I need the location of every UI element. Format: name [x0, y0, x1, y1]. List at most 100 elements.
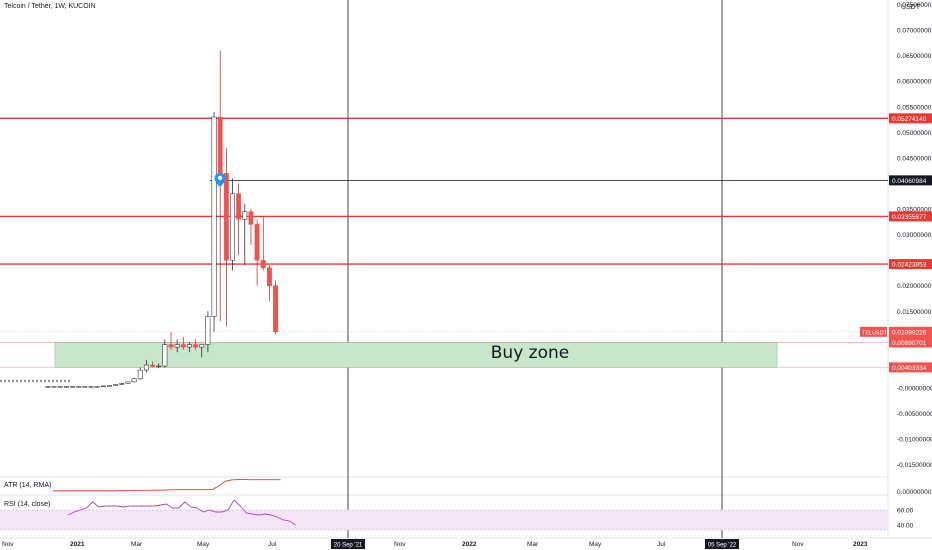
y-tick-label: 0.02000000	[897, 283, 932, 290]
buy-zone-price-tag	[889, 337, 932, 348]
candle-body	[45, 386, 51, 388]
candle	[100, 385, 106, 388]
candle	[223, 147, 229, 327]
candle-body	[82, 386, 88, 388]
candle-body	[94, 386, 100, 388]
candle-body	[242, 211, 248, 220]
candle-body	[119, 383, 125, 385]
candle	[260, 216, 266, 271]
candle	[94, 385, 100, 388]
x-tick-label: Nov	[394, 541, 406, 548]
location-marker-icon	[214, 173, 226, 187]
candle	[143, 359, 149, 373]
x-tick-label: Nov	[792, 541, 804, 548]
atr-axis-label: 0.00000000	[897, 489, 932, 496]
candle-body	[217, 116, 223, 174]
candle	[242, 203, 248, 266]
price-level-value: 0.02423853	[892, 262, 927, 269]
candle-body	[211, 116, 217, 317]
y-tick-label: -0.00500000	[897, 411, 932, 418]
candle	[82, 385, 88, 388]
candle	[137, 367, 143, 380]
y-tick-label: 0.05000000	[897, 130, 932, 137]
atr-indicator-label[interactable]: ATR (14, RMA)	[4, 482, 52, 489]
candle-body	[137, 369, 143, 380]
candle-body	[131, 378, 137, 383]
candle	[266, 265, 272, 302]
candle	[51, 385, 57, 388]
price-level-value: 0.03355677	[892, 214, 927, 221]
candle	[211, 111, 217, 332]
candle	[248, 209, 254, 245]
buy-zone-price-tag	[889, 362, 932, 373]
candle	[156, 363, 162, 369]
candle-body	[193, 344, 199, 348]
symbol-tag-label: TELUSDT	[862, 330, 888, 336]
buy-zone-price-value: 0.00890701	[892, 340, 927, 347]
candle-body	[205, 316, 211, 345]
candle-body	[107, 385, 112, 387]
date-badge	[331, 539, 365, 549]
date-badge-label: 20 Sep '21	[334, 543, 363, 549]
x-tick-label: 2021	[70, 541, 85, 548]
candle	[199, 344, 205, 358]
candle	[113, 384, 119, 386]
candle	[273, 280, 279, 335]
candle	[254, 219, 260, 286]
candle	[107, 385, 112, 387]
y-tick-label: 0.06000000	[897, 79, 932, 86]
x-tick-label: 2023	[853, 541, 868, 548]
rsi-level-label: 60.00	[897, 508, 914, 515]
candle	[180, 336, 186, 350]
candle	[125, 381, 131, 384]
candle-body	[230, 193, 235, 261]
candle-body	[125, 381, 131, 384]
candle	[193, 339, 199, 350]
x-tick-label: 2022	[462, 541, 477, 548]
x-tick-label: Jul	[268, 541, 277, 548]
date-badge-label: 05 Sep '22	[708, 543, 737, 549]
rsi-level-label: 40.00	[897, 523, 914, 530]
candle-body	[174, 344, 180, 348]
rsi-indicator-label[interactable]: RSI (14, close)	[4, 501, 51, 508]
candle-body	[199, 344, 205, 348]
candle	[187, 341, 192, 353]
last-price-value: 0.01099226	[892, 329, 927, 336]
candle-body	[156, 365, 162, 368]
candle	[45, 385, 51, 388]
y-tick-label: 0.03000000	[897, 232, 932, 239]
candle	[70, 385, 76, 388]
candle	[76, 385, 82, 388]
candle-body	[113, 384, 119, 386]
price-level-value: 0.05274140	[892, 116, 927, 123]
y-tick-label: -0.01000000	[897, 437, 932, 444]
y-tick-label: 0.07000000	[897, 28, 932, 35]
candle-body	[180, 344, 186, 348]
price-level-value: 0.04060984	[892, 178, 927, 185]
y-tick-label: -0.00000000	[897, 386, 932, 393]
candle	[88, 385, 94, 388]
x-tick-label: Nov	[2, 541, 14, 548]
candle	[236, 183, 242, 256]
candle	[162, 339, 168, 368]
candle-body	[273, 285, 279, 333]
rsi-line	[67, 499, 296, 526]
date-badge	[705, 539, 739, 549]
candle	[230, 178, 235, 271]
y-tick-label: 0.05500000	[897, 104, 932, 111]
x-tick-label: Mar	[131, 541, 143, 548]
candle-body	[150, 364, 156, 367]
candle-body	[57, 386, 63, 388]
candle	[174, 339, 180, 353]
x-tick-label: Jul	[657, 541, 666, 548]
y-tick-label: 0.06500000	[897, 53, 932, 60]
candle-body	[168, 344, 174, 348]
y-tick-label: 0.04500000	[897, 155, 932, 162]
candle-body	[248, 211, 254, 225]
x-tick-label: Mar	[527, 541, 539, 548]
candle	[119, 382, 125, 385]
candle-body	[100, 385, 106, 388]
y-tick-label: 0.07500000	[897, 2, 932, 9]
candle-body	[236, 193, 242, 220]
